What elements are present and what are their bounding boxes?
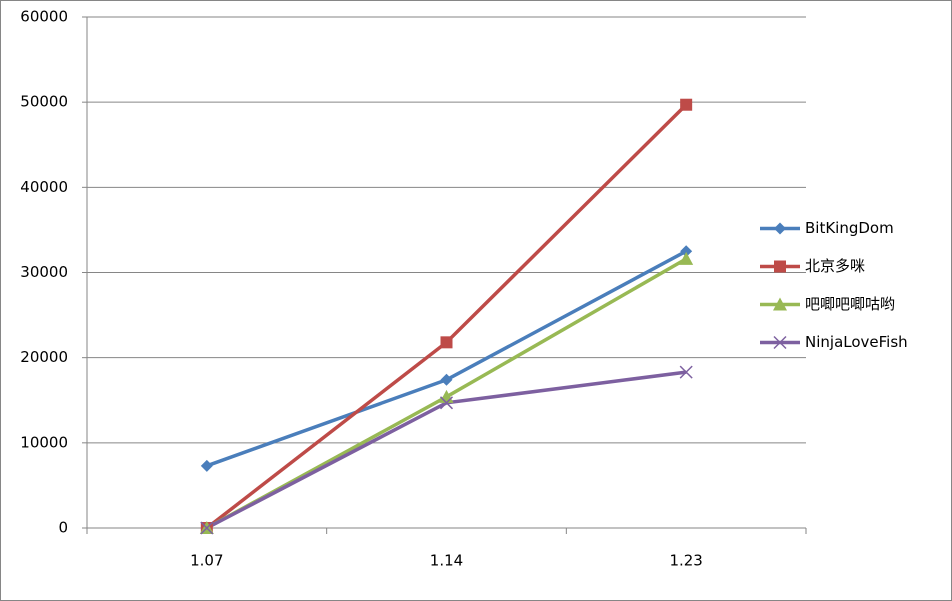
data-point <box>439 396 454 410</box>
y-tick-label: 0 <box>58 519 68 537</box>
legend-marker <box>774 260 786 273</box>
legend-marker <box>774 222 786 235</box>
legend-marker <box>773 335 787 350</box>
data-point <box>680 245 693 258</box>
data-point <box>200 521 214 535</box>
x-tick-label: 1.14 <box>430 552 463 570</box>
x-tick-label: 1.07 <box>190 552 223 570</box>
y-tick-label: 30000 <box>20 263 68 281</box>
data-point <box>680 98 693 111</box>
data-point <box>440 336 453 349</box>
y-tick-label: 40000 <box>20 178 68 196</box>
legend-label: NinjaLoveFish <box>805 333 908 351</box>
legend-label: BitKingDom <box>805 219 894 237</box>
data-point <box>679 365 693 379</box>
legend-marker <box>773 297 787 311</box>
legend-label: 北京多咪 <box>805 257 865 275</box>
y-tick-label: 20000 <box>20 348 68 366</box>
y-tick-label: 60000 <box>20 8 68 26</box>
y-tick-label: 10000 <box>20 433 68 451</box>
data-point <box>679 251 694 265</box>
legend-label: 吧唧吧唧咕哟 <box>805 295 895 313</box>
x-tick-label: 1.23 <box>669 552 702 570</box>
y-tick-label: 50000 <box>20 93 68 111</box>
data-point <box>440 373 453 386</box>
data-point <box>200 459 213 472</box>
